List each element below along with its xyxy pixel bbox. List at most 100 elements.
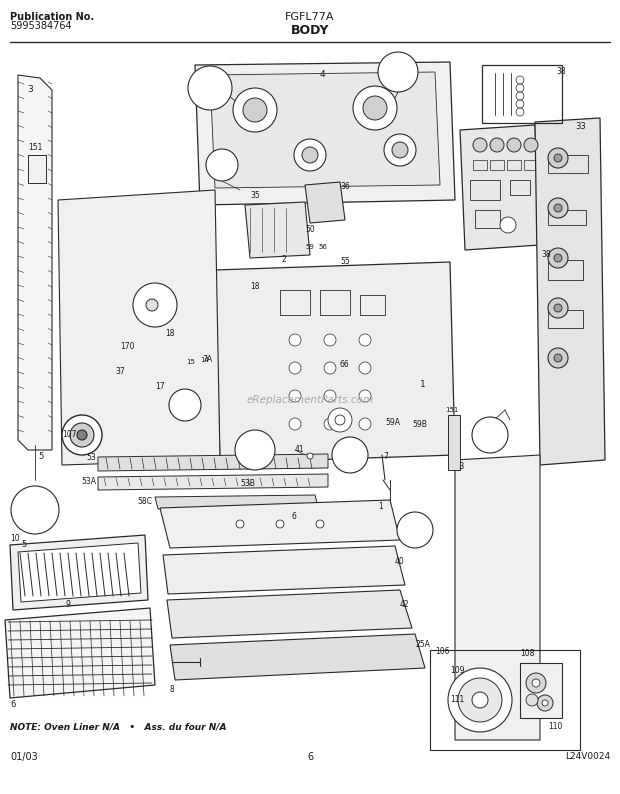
Polygon shape — [167, 590, 412, 638]
Circle shape — [516, 84, 524, 92]
Text: 107: 107 — [62, 430, 76, 439]
Text: 58C: 58C — [137, 497, 152, 506]
Text: Publication No.: Publication No. — [10, 12, 94, 22]
Circle shape — [233, 88, 277, 132]
Bar — [475, 210, 500, 228]
Polygon shape — [5, 608, 155, 698]
Text: 151: 151 — [445, 407, 458, 413]
Circle shape — [524, 138, 538, 152]
Polygon shape — [469, 678, 478, 692]
Text: 25A: 25A — [415, 640, 430, 649]
Circle shape — [537, 695, 553, 711]
Circle shape — [548, 148, 568, 168]
Circle shape — [458, 678, 502, 722]
Text: 41A: 41A — [176, 400, 193, 410]
Text: 59B: 59B — [412, 420, 427, 429]
Text: 5: 5 — [38, 452, 43, 461]
Bar — [343, 448, 357, 462]
Circle shape — [70, 423, 94, 447]
Text: 6: 6 — [10, 700, 16, 709]
Text: 30: 30 — [392, 67, 404, 77]
Text: 29: 29 — [249, 445, 261, 455]
Text: 28: 28 — [484, 430, 496, 440]
Circle shape — [328, 408, 352, 432]
Circle shape — [359, 390, 371, 402]
Circle shape — [335, 415, 345, 425]
Circle shape — [332, 437, 368, 473]
Polygon shape — [215, 262, 455, 463]
Text: 5: 5 — [32, 505, 38, 515]
Circle shape — [146, 299, 158, 311]
Text: 1: 1 — [378, 502, 383, 511]
Polygon shape — [195, 62, 455, 205]
Text: 14: 14 — [200, 357, 209, 363]
Circle shape — [188, 66, 232, 110]
Text: 8: 8 — [170, 685, 175, 694]
Circle shape — [77, 430, 87, 440]
Polygon shape — [210, 72, 440, 188]
Polygon shape — [460, 125, 540, 250]
Text: 40: 40 — [395, 557, 405, 566]
Text: 12: 12 — [148, 300, 162, 310]
Circle shape — [324, 418, 336, 430]
Bar — [473, 160, 487, 170]
Circle shape — [473, 138, 487, 152]
Polygon shape — [155, 495, 318, 509]
Text: 151: 151 — [28, 143, 42, 152]
Bar — [320, 290, 350, 315]
Text: 36: 36 — [340, 182, 350, 191]
Polygon shape — [98, 474, 328, 490]
Text: 108: 108 — [520, 649, 534, 658]
Polygon shape — [459, 684, 471, 696]
Text: 18: 18 — [250, 282, 260, 291]
Bar — [510, 180, 530, 195]
Text: 66: 66 — [340, 360, 350, 369]
Text: 53: 53 — [86, 453, 96, 462]
Text: 7: 7 — [383, 452, 388, 461]
Text: 109: 109 — [450, 666, 464, 675]
Circle shape — [363, 96, 387, 120]
Polygon shape — [458, 698, 471, 707]
Circle shape — [62, 415, 102, 455]
Circle shape — [289, 334, 301, 346]
Polygon shape — [535, 118, 605, 465]
Polygon shape — [10, 535, 148, 610]
Text: 59: 59 — [305, 244, 314, 250]
Bar — [28, 155, 46, 183]
Polygon shape — [98, 454, 328, 471]
Text: 15: 15 — [186, 359, 195, 365]
Text: 33: 33 — [575, 122, 586, 131]
Circle shape — [359, 362, 371, 374]
Bar — [548, 260, 583, 280]
Circle shape — [448, 668, 512, 732]
Circle shape — [516, 100, 524, 108]
Text: 1: 1 — [420, 380, 426, 389]
Text: 38: 38 — [556, 67, 565, 76]
Text: 111: 111 — [450, 695, 464, 704]
Circle shape — [548, 348, 568, 368]
Polygon shape — [163, 546, 405, 594]
Text: FGFL77A: FGFL77A — [285, 12, 335, 22]
Text: 53A: 53A — [81, 477, 96, 486]
Bar — [548, 310, 583, 328]
Circle shape — [392, 142, 408, 158]
Text: 110: 110 — [548, 722, 562, 731]
Circle shape — [490, 138, 504, 152]
Circle shape — [526, 694, 538, 706]
Polygon shape — [18, 75, 52, 450]
Circle shape — [516, 108, 524, 116]
Text: NOTE: Oven Liner N/A   •   Ass. du four N/A: NOTE: Oven Liner N/A • Ass. du four N/A — [10, 722, 226, 731]
Text: 6: 6 — [292, 512, 297, 521]
Polygon shape — [490, 700, 502, 709]
Circle shape — [353, 86, 397, 130]
Polygon shape — [455, 455, 540, 740]
Text: 3: 3 — [27, 85, 33, 94]
Text: 49: 49 — [216, 160, 228, 169]
Text: 56: 56 — [318, 244, 327, 250]
Bar — [280, 290, 310, 315]
Text: 18: 18 — [165, 329, 174, 338]
Polygon shape — [170, 634, 425, 680]
Circle shape — [384, 134, 416, 166]
Text: 38: 38 — [541, 250, 551, 259]
Text: BODY: BODY — [291, 24, 329, 37]
